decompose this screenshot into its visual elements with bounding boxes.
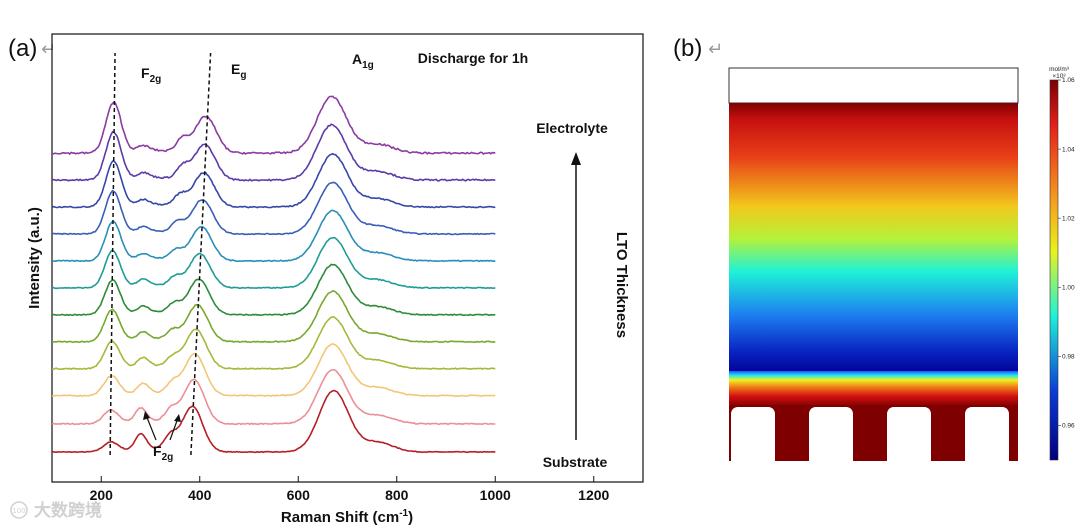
f2g-bottom-label: F2g <box>153 443 173 463</box>
electrolyte-label: Electrolyte <box>536 120 608 136</box>
colorbar-tick-label-0.96: 0.96 <box>1062 423 1075 430</box>
electrode-gap-4 <box>965 407 1009 461</box>
colorbar-tick-label-1.00: 1.00 <box>1062 284 1075 291</box>
lto-thickness-label: LTO Thickness <box>613 232 630 338</box>
interface-band <box>729 371 1018 407</box>
plot-frame <box>51 33 644 483</box>
panel-a-label: (a) <box>8 35 37 62</box>
spectrum-line-11 <box>51 123 496 182</box>
spectrum-line-3 <box>51 343 496 398</box>
colorbar-tick-label-1.02: 1.02 <box>1062 215 1075 222</box>
spectrum-line-12 <box>51 95 496 156</box>
watermark-logo-text: 100 <box>12 507 25 515</box>
F2g-guide <box>109 52 116 456</box>
x-axis-title: Raman Shift (cm-1) <box>281 508 413 526</box>
colorbar-units: mol/m³ <box>1049 66 1070 73</box>
electrode-structure <box>729 405 1018 461</box>
chart-title: Discharge for 1h <box>418 50 528 66</box>
concentration-map: mol/m³ ×10³ 1.06 1.04 1.02 1.00 0.98 0.96 <box>728 66 1075 461</box>
electrode-gap-3 <box>887 407 931 461</box>
x-tick-label-200: 200 <box>90 487 114 503</box>
watermark: 100 大数跨境 <box>10 500 102 521</box>
x-tick-label-800: 800 <box>385 487 409 503</box>
spectrum-line-6 <box>51 263 496 317</box>
substrate-label: Substrate <box>543 454 608 470</box>
x-axis-ticks: 200 400 600 800 1000 1200 <box>90 476 610 503</box>
x-tick-label-1000: 1000 <box>480 487 511 503</box>
spectrum-line-8 <box>51 209 496 263</box>
electrode-gap-1 <box>731 407 775 461</box>
spectrum-line-10 <box>51 152 496 209</box>
colorbar-tick-label-0.98: 0.98 <box>1062 354 1075 361</box>
spectra-series-group <box>51 95 496 454</box>
spectrum-line-4 <box>52 316 496 371</box>
f2g-arrowhead-left <box>143 411 150 420</box>
spectrum-line-5 <box>51 290 496 344</box>
watermark-logo-icon <box>10 501 28 519</box>
panel-b-label: (b) <box>673 35 702 62</box>
thickness-arrowhead <box>571 152 581 165</box>
watermark-text: 大数跨境 <box>34 500 102 521</box>
x-tick-label-400: 400 <box>188 487 212 503</box>
colorbar-tick-label-1.06: 1.06 <box>1062 77 1075 84</box>
panel-a-return-glyph: ↵ <box>41 39 56 60</box>
concentration-gradient-region <box>729 103 1018 375</box>
dashed-guides <box>109 52 212 456</box>
colorbar-scale: ×10³ <box>1052 73 1066 80</box>
spectrum-line-9 <box>51 181 496 236</box>
x-tick-label-1200: 1200 <box>578 487 609 503</box>
eg-top-label: Eg <box>231 61 246 81</box>
colorbar-tick-label-1.04: 1.04 <box>1062 146 1075 153</box>
panel-b-return-glyph: ↵ <box>708 39 723 60</box>
f2g-arrow-left <box>145 414 157 441</box>
spectrum-line-2 <box>51 368 496 426</box>
f2g-arrow-right <box>169 417 179 441</box>
f2g-top-label: F2g <box>141 65 161 85</box>
spectrum-line-7 <box>51 236 496 290</box>
a1g-top-label: A1g <box>352 51 374 71</box>
colorbar <box>1049 79 1059 461</box>
electrode-gap-2 <box>809 407 853 461</box>
y-axis-title: Intensity (a.u.) <box>26 207 43 309</box>
raman-spectra-chart: 200 400 600 800 1000 1200 Raman Shift (cm-1) … <box>26 33 644 526</box>
colorbar-ticks: 1.06 1.04 1.02 1.00 0.98 0.96 <box>1058 77 1075 430</box>
spectrum-line-1 <box>51 389 496 454</box>
f2g-arrowhead-right <box>174 414 181 422</box>
x-tick-label-600: 600 <box>287 487 311 503</box>
empty-top-region <box>728 67 1019 104</box>
